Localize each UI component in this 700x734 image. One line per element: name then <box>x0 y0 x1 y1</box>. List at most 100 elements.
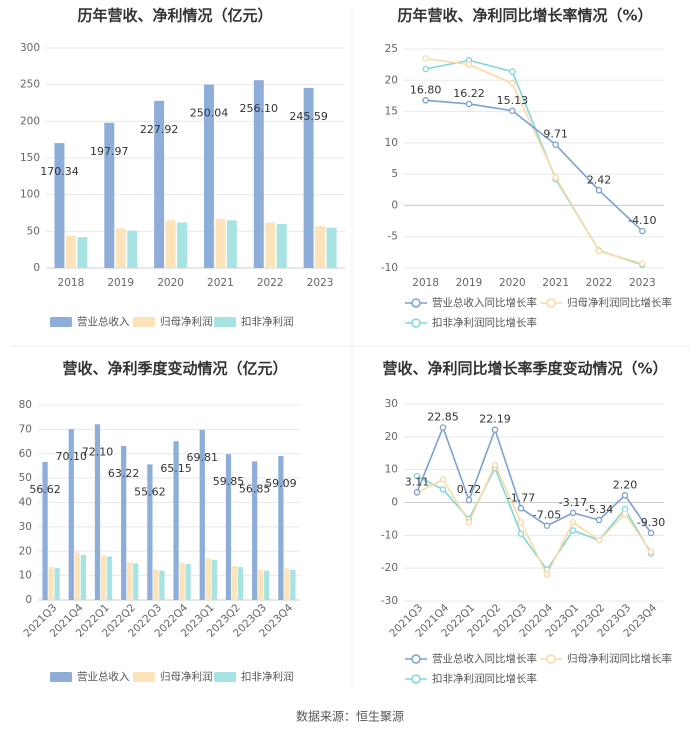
legend-label: 扣非净利润 <box>241 670 294 683</box>
point-扣非净利润同比增长率-2020 <box>509 68 516 75</box>
legend-marker <box>411 318 421 328</box>
bar-扣非净利润-2023Q4 <box>290 569 296 600</box>
data-label: 2.42 <box>587 173 612 186</box>
bar-扣非净利润-2022Q4 <box>185 563 191 600</box>
data-label: 256.10 <box>240 102 279 115</box>
data-label: 16.80 <box>410 83 442 96</box>
bar-营业总收入-2018 <box>54 143 65 268</box>
bar-营业总收入-2021Q4 <box>68 429 74 600</box>
bar-营业总收入-2022Q4 <box>173 441 179 600</box>
legend-label: 归母净利润 <box>160 315 213 328</box>
data-label: 72.10 <box>82 445 114 458</box>
legend-swatch <box>133 672 155 682</box>
line-归母净利润同比增长率 <box>416 462 652 577</box>
bar-营业总收入-2022Q1 <box>94 424 101 600</box>
bar-归母净利润-2023Q2 <box>231 566 238 600</box>
chart-title: 历年营收、净利同比增长率情况（%） <box>397 7 652 25</box>
data-label: -5.34 <box>585 503 613 516</box>
legend-swatch <box>214 317 236 327</box>
y-tick-label: 10 <box>19 570 32 582</box>
bar-营业总收入-2022 <box>253 80 264 269</box>
point-营业总收入同比增长率-2023 <box>639 227 646 235</box>
chart-2: 历年营收、净利同比增长率情况（%） -10 -5 0 5 10 15 20 25 2018 2019… <box>381 7 672 330</box>
point-营业总收入同比增长率-2022Q3 <box>517 505 525 512</box>
x-tick-label: 2021 <box>207 277 234 289</box>
point-归母净利润同比增长率-2022Q4 <box>543 571 551 578</box>
legend-marker <box>546 298 556 308</box>
bar-归母净利润-2022 <box>265 222 276 268</box>
bar-归母净利润-2022Q2 <box>127 562 133 600</box>
chart-4: 营收、净利同比增长率季度变动情况（%）-30-20-1001020302021Q… <box>381 360 672 686</box>
data-label: 227.92 <box>140 123 179 136</box>
x-tick-label: 2019 <box>107 277 134 289</box>
data-label: 63.22 <box>108 467 140 480</box>
bar-归母净利润-2020 <box>165 220 176 268</box>
x-tick-label: 2023 <box>629 277 656 289</box>
legend-marker <box>546 654 556 664</box>
y-tick-label: 0 <box>391 497 398 509</box>
y-tick-label: 20 <box>19 545 32 557</box>
x-tick-label: 2022 <box>586 277 613 289</box>
point-归母净利润同比增长率-2021Q4 <box>439 476 447 483</box>
bar-营业总收入-2021Q3 <box>42 461 48 600</box>
legend-label: 扣非净利润同比增长率 <box>432 316 537 329</box>
y-tick-label: 15 <box>385 106 398 118</box>
bar-营业总收入-2019 <box>104 122 115 269</box>
point-归母净利润同比增长率-2022Q2 <box>491 461 499 468</box>
chart-title: 营收、净利季度变动情况（亿元） <box>62 360 287 378</box>
data-label: 0.72 <box>457 483 482 496</box>
bar-扣非净利润-2023Q3 <box>264 570 270 600</box>
data-label: 56.62 <box>29 483 61 496</box>
data-label: 3.11 <box>405 475 430 488</box>
y-tick-label: 50 <box>19 472 32 484</box>
chart-1: 历年营收、净利情况（亿元） 0 50 100 150 200 250 300 2018 2019 2… <box>20 7 345 328</box>
y-tick-label: -5 <box>388 231 398 243</box>
y-tick-label: 30 <box>19 521 32 533</box>
bar-扣非净利润-2021 <box>226 220 237 268</box>
y-tick-label: 40 <box>19 497 32 509</box>
point-营业总收入同比增长率-2023Q2 <box>595 516 603 524</box>
legend-label: 营业总收入 <box>77 315 130 328</box>
bar-营业总收入-2023Q2 <box>225 454 232 600</box>
point-归母净利润同比增长率-2023Q4 <box>647 548 655 556</box>
data-label: 56.85 <box>239 482 271 495</box>
bar-扣非净利润-2018 <box>77 237 88 268</box>
bar-营业总收入-2023Q3 <box>252 461 258 600</box>
bar-扣非净利润-2021Q3 <box>54 567 60 600</box>
point-营业总收入同比增长率-2021 <box>552 141 559 148</box>
y-tick-label: -30 <box>381 595 398 607</box>
bar-扣非净利润-2022Q3 <box>159 570 165 600</box>
y-tick-label: 30 <box>385 398 398 410</box>
legend-marker <box>411 654 421 664</box>
data-label: 22.85 <box>427 410 459 423</box>
bar-归母净利润-2022Q1 <box>100 555 107 600</box>
bar-归母净利润-2018 <box>65 235 76 268</box>
bar-营业总收入-2022Q2 <box>121 445 127 600</box>
bar-归母净利润-2021Q4 <box>74 552 80 600</box>
legend-label: 营业总收入同比增长率 <box>432 296 537 309</box>
y-tick-label: 60 <box>19 448 32 460</box>
point-营业总收入同比增长率-2022 <box>595 187 603 194</box>
legend-label: 营业总收入同比增长率 <box>432 652 537 665</box>
legend-label: 归母净利润同比增长率 <box>567 652 672 665</box>
bar-扣非净利润-2023Q1 <box>211 559 217 600</box>
x-tick-label: 2022 <box>257 277 284 289</box>
point-扣非净利润同比增长率-2021Q4 <box>439 486 447 493</box>
data-label: 15.13 <box>497 94 529 107</box>
bar-归母净利润-2023Q1 <box>205 558 211 600</box>
point-归母净利润同比增长率-2023Q1 <box>569 518 577 526</box>
bar-营业总收入-2021 <box>203 84 214 269</box>
legend-label: 归母净利润同比增长率 <box>567 296 672 309</box>
legend-swatch <box>133 317 155 327</box>
line-扣非净利润同比增长率 <box>416 466 652 572</box>
y-tick-label: 5 <box>391 168 398 180</box>
point-归母净利润同比增长率-2020 <box>509 80 516 87</box>
point-营业总收入同比增长率-2023Q1 <box>569 509 577 517</box>
y-tick-label: 100 <box>20 189 40 201</box>
line-归母净利润同比增长率 <box>425 57 643 265</box>
bar-扣非净利润-2019 <box>127 230 138 268</box>
data-label: 250.04 <box>190 107 229 120</box>
y-tick-label: 10 <box>385 137 398 149</box>
bar-扣非净利润-2022Q2 <box>133 563 139 600</box>
